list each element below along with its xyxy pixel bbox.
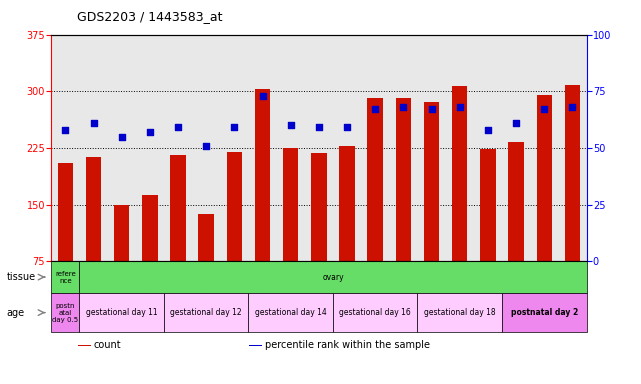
Text: gestational day 11: gestational day 11 [86, 308, 158, 317]
Text: gestational day 16: gestational day 16 [339, 308, 411, 317]
Bar [227, 152, 242, 261]
Text: GDS2203 / 1443583_at: GDS2203 / 1443583_at [77, 10, 222, 23]
Text: count: count [94, 340, 121, 350]
Bar [508, 142, 524, 261]
Bar [367, 98, 383, 261]
Point [229, 124, 240, 131]
Bar [395, 98, 411, 261]
Bar [171, 156, 186, 261]
Text: gestational day 12: gestational day 12 [171, 308, 242, 317]
Text: postnatal day 2: postnatal day 2 [511, 308, 578, 317]
Text: percentile rank within the sample: percentile rank within the sample [265, 340, 430, 350]
Point [342, 124, 352, 131]
Point [173, 124, 183, 131]
Bar [565, 85, 580, 261]
Point [539, 106, 549, 113]
Bar [58, 163, 73, 261]
Point [201, 142, 212, 149]
Bar [199, 214, 214, 261]
Point [567, 104, 578, 110]
Text: age: age [6, 308, 24, 318]
Bar [311, 153, 327, 261]
Point [117, 134, 127, 140]
Bar [333, 293, 417, 332]
Point [511, 120, 521, 126]
Point [398, 104, 408, 110]
Bar [417, 293, 502, 332]
Point [88, 120, 99, 126]
Bar [255, 89, 271, 261]
Bar [142, 195, 158, 261]
Bar [249, 344, 262, 346]
Bar [339, 146, 355, 261]
Text: ovary: ovary [322, 273, 344, 281]
Bar [164, 293, 249, 332]
Text: postn
atal
day 0.5: postn atal day 0.5 [53, 303, 78, 323]
Bar [114, 205, 129, 261]
Point [286, 122, 296, 128]
Point [426, 106, 437, 113]
Bar [537, 95, 552, 261]
Text: tissue: tissue [6, 272, 35, 282]
Bar [283, 148, 299, 261]
Bar [502, 293, 587, 332]
Bar [86, 157, 101, 261]
Bar [51, 293, 79, 332]
Text: gestational day 14: gestational day 14 [255, 308, 327, 317]
Point [60, 127, 71, 133]
Point [145, 129, 155, 135]
Bar [79, 293, 164, 332]
Point [483, 127, 493, 133]
Bar [78, 344, 91, 346]
Point [258, 93, 268, 99]
Point [454, 104, 465, 110]
Point [314, 124, 324, 131]
Point [370, 106, 380, 113]
Bar [424, 102, 439, 261]
Text: gestational day 18: gestational day 18 [424, 308, 495, 317]
Bar [51, 261, 79, 293]
Bar [249, 293, 333, 332]
Bar [480, 149, 495, 261]
Bar [452, 86, 467, 261]
Text: refere
nce: refere nce [55, 271, 76, 284]
